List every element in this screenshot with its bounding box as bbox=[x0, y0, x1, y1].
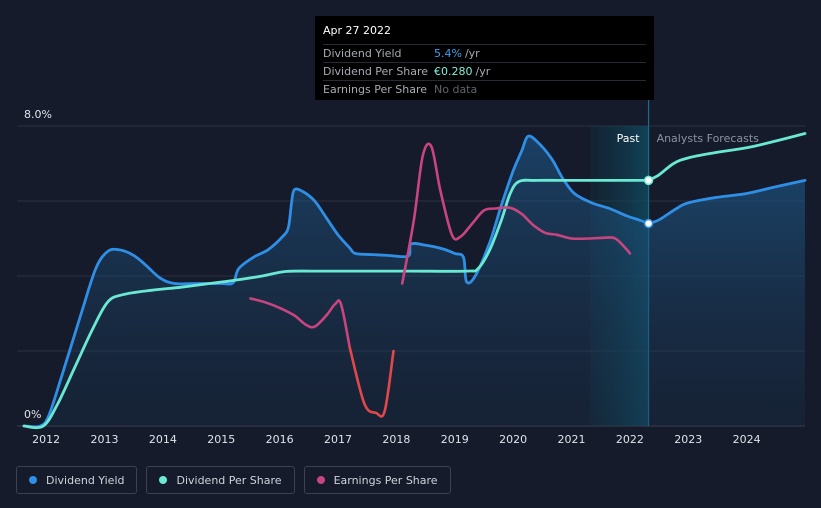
tooltip-label: Dividend Yield bbox=[323, 47, 402, 60]
past-label: Past bbox=[617, 132, 641, 145]
y-tick-label-bottom: 0% bbox=[24, 408, 41, 421]
x-tick-label: 2018 bbox=[382, 433, 410, 446]
legend-label: Dividend Per Share bbox=[176, 473, 282, 487]
x-tick-label: 2016 bbox=[266, 433, 294, 446]
x-tick-label: 2021 bbox=[558, 433, 586, 446]
x-tick-label: 2020 bbox=[499, 433, 527, 446]
series-area-0 bbox=[24, 136, 649, 427]
x-tick-label: 2024 bbox=[733, 433, 761, 446]
tooltip-unit: /yr bbox=[464, 47, 480, 60]
legend-dividend-per-share[interactable]: Dividend Per Share bbox=[146, 466, 295, 494]
tooltip-row-dividend-per-share: Dividend Per Share €0.280 /yr bbox=[323, 62, 646, 80]
legend-label: Earnings Per Share bbox=[333, 473, 438, 487]
x-tick-label: 2019 bbox=[441, 433, 469, 446]
x-tick-label: 2014 bbox=[149, 433, 177, 446]
series-line-earnings-per-share bbox=[249, 297, 351, 349]
x-tick-label: 2013 bbox=[91, 433, 119, 446]
chart-legend: Dividend Yield Dividend Per Share Earnin… bbox=[16, 466, 451, 494]
series-line-dividend-per-share-forecast bbox=[647, 132, 807, 182]
series-marker bbox=[643, 218, 654, 229]
tooltip-value: €0.280 bbox=[434, 65, 473, 78]
chart-tooltip: Apr 27 2022 Dividend Yield 5.4% /yr Divi… bbox=[315, 16, 654, 100]
legend-dot-icon bbox=[29, 476, 37, 484]
tooltip-unit: /yr bbox=[475, 65, 491, 78]
legend-earnings-per-share[interactable]: Earnings Per Share bbox=[303, 466, 451, 494]
x-tick-label: 2012 bbox=[32, 433, 60, 446]
tooltip-row-earnings-per-share: Earnings Per Share No data bbox=[323, 80, 646, 98]
tooltip-row-dividend-yield: Dividend Yield 5.4% /yr bbox=[323, 44, 646, 62]
legend-dot-icon bbox=[159, 476, 168, 484]
legend-label: Dividend Yield bbox=[46, 473, 125, 487]
series-marker bbox=[643, 175, 654, 186]
x-tick-label: 2023 bbox=[674, 433, 702, 446]
series-line-earnings-per-share-decline bbox=[348, 346, 395, 418]
x-tick-label: 2017 bbox=[324, 433, 352, 446]
tooltip-label: Earnings Per Share bbox=[323, 83, 428, 96]
series-line-earnings-per-share bbox=[400, 142, 632, 285]
series-area-1 bbox=[648, 180, 805, 426]
tooltip-value: No data bbox=[434, 83, 478, 96]
x-tick-label: 2015 bbox=[207, 433, 235, 446]
forecast-label: Analysts Forecasts bbox=[657, 132, 760, 145]
series-line-dividend-yield-forecast bbox=[647, 179, 807, 225]
tooltip-date: Apr 27 2022 bbox=[323, 24, 392, 37]
tooltip-value: 5.4% bbox=[434, 47, 462, 60]
y-tick-label-top: 8.0% bbox=[24, 108, 52, 121]
legend-dividend-yield[interactable]: Dividend Yield bbox=[16, 466, 138, 494]
tooltip-label: Dividend Per Share bbox=[323, 65, 429, 78]
series-line-dividend-per-share bbox=[22, 178, 650, 430]
x-tick-label: 2022 bbox=[616, 433, 644, 446]
legend-dot-icon bbox=[316, 476, 325, 484]
series-line-dividend-yield bbox=[22, 134, 650, 429]
